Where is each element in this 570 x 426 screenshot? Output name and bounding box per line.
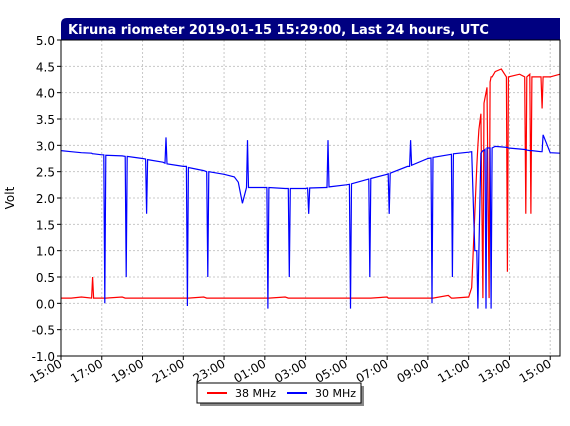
title-bar (61, 18, 560, 40)
grid (60, 39, 560, 357)
legend-box (196, 382, 362, 404)
legend-label: 30 MHz (315, 387, 356, 400)
y-tick-label: 3.5 (36, 113, 55, 127)
y-tick-label: 5.0 (36, 34, 55, 48)
y-tick-label: -0.5 (32, 324, 55, 338)
legend: 38 MHz 30 MHz (196, 382, 364, 406)
plot-frame (60, 39, 561, 357)
y-tick-label: 4.0 (36, 87, 55, 101)
y-tick-label: 2.5 (36, 166, 55, 180)
y-tick-label: 0.5 (36, 271, 55, 285)
y-tick-label: 1.0 (36, 245, 55, 259)
y-axis-label: Volt (3, 186, 17, 209)
y-tick-label: 2.0 (36, 192, 55, 206)
y-tick-label: 4.5 (36, 60, 55, 74)
y-tick-label: 1.5 (36, 218, 55, 232)
y-tick-label: -1.0 (32, 350, 55, 364)
series-line (60, 134, 561, 309)
chart-title: Kiruna riometer 2019-01-15 15:29:00, Las… (68, 23, 489, 38)
y-tick-label: 0.0 (36, 297, 55, 311)
plot-lines (60, 68, 561, 309)
legend-label: 38 MHz (235, 387, 276, 400)
y-tick-label: 3.0 (36, 139, 55, 153)
